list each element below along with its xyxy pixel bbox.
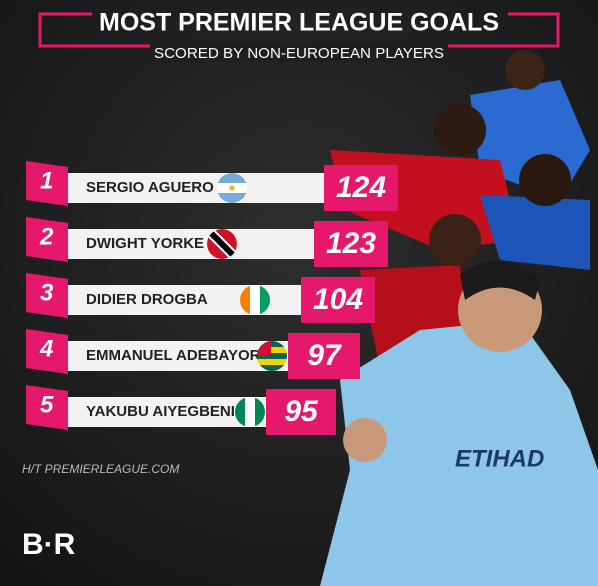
title: MOST PREMIER LEAGUE GOALS	[99, 9, 499, 37]
rank-tag	[26, 273, 68, 318]
goals: 97	[307, 339, 342, 372]
rank: 3	[40, 279, 54, 306]
goals: 124	[336, 171, 386, 204]
flag	[257, 341, 287, 371]
flag-stripe	[257, 347, 287, 353]
goals-box	[314, 221, 388, 267]
logo: B·R	[22, 528, 76, 561]
flag-sun	[229, 185, 235, 191]
goals-box	[288, 333, 360, 379]
flag	[255, 397, 265, 427]
rank-tag	[26, 217, 68, 262]
ranking-row: 2 DWIGHT YORKE 123	[26, 217, 388, 267]
rank-tag	[26, 161, 68, 206]
name-bar	[58, 229, 318, 259]
subtitle: SCORED BY NON-EUROPEAN PLAYERS	[154, 45, 444, 62]
rank-tag	[26, 329, 68, 374]
ranking-row: 5 YAKUBU AIYEGBENI 95	[26, 385, 336, 435]
flag	[250, 285, 260, 315]
name-bar	[58, 397, 270, 427]
source: H/T PREMIERLEAGUE.COM	[22, 462, 179, 476]
flag	[235, 397, 245, 427]
flag	[260, 285, 270, 315]
flag	[240, 285, 250, 315]
ranking-row: 3 DIDIER DROGBA 104	[26, 273, 375, 323]
name-bar	[58, 173, 328, 203]
player-name: DWIGHT YORKE	[86, 235, 204, 252]
rank-tag	[26, 385, 68, 430]
flag-stripe	[257, 341, 287, 347]
player-imagery: ETIHAD	[320, 50, 598, 586]
player-name: YAKUBU AIYEGBENI	[86, 403, 235, 420]
name-bar	[58, 341, 292, 371]
rank: 4	[39, 335, 53, 362]
subtitle-backing	[150, 44, 448, 62]
goals: 95	[284, 395, 319, 428]
rank: 5	[40, 391, 54, 418]
ranking-row: 1 SERGIO AGUERO 124	[26, 161, 398, 211]
flag	[240, 285, 270, 315]
player-name: DIDIER DROGBA	[86, 291, 208, 308]
goals-box	[301, 277, 375, 323]
player-name: SERGIO AGUERO	[86, 179, 214, 196]
player-name: EMMANUEL ADEBAYOR	[86, 347, 261, 364]
goals: 104	[313, 283, 363, 316]
goals-box	[324, 165, 398, 211]
flag	[217, 173, 247, 203]
flag	[245, 397, 255, 427]
rank: 2	[39, 223, 54, 250]
goals-box	[266, 389, 336, 435]
ranking-row: 4 EMMANUEL ADEBAYOR 97	[26, 329, 360, 379]
flag	[235, 397, 265, 427]
goals: 123	[326, 227, 376, 260]
flag-stripe	[257, 353, 287, 359]
svg-text:ETIHAD: ETIHAD	[455, 445, 544, 472]
flag	[207, 229, 237, 259]
rank: 1	[40, 167, 53, 194]
flag-stripe	[257, 359, 287, 365]
rankings: 1 SERGIO AGUERO 124 2 DWIGHT YORKE 123 3 DIDIER…	[26, 161, 398, 435]
flag-stripe	[257, 365, 287, 371]
flag-stripe	[208, 230, 236, 258]
